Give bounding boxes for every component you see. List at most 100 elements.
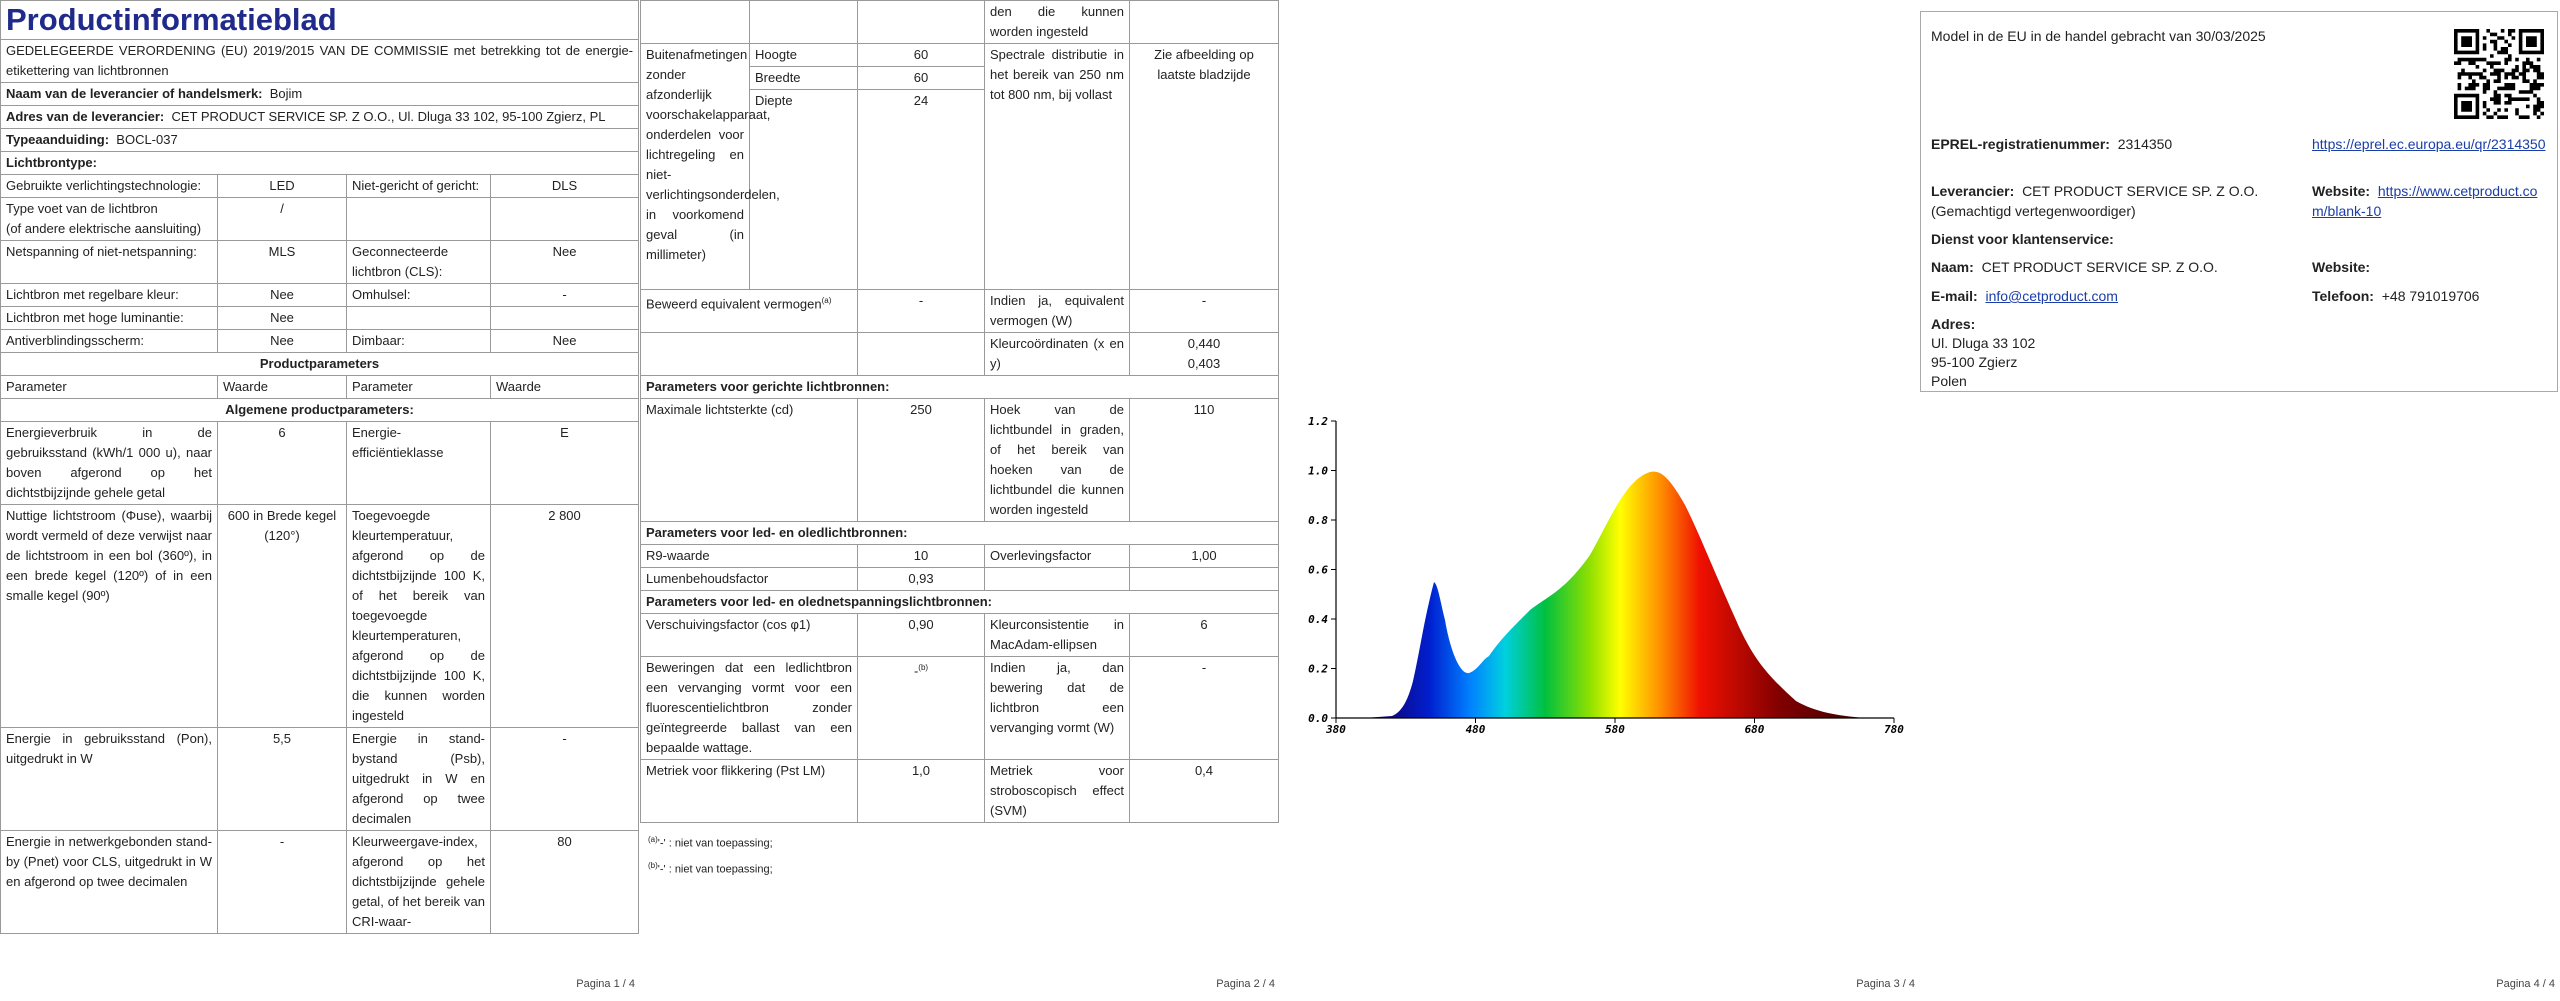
service-name: Naam: CET PRODUCT SERVICE SP. Z O.O. [1931,257,2218,277]
email-link[interactable]: info@cetproduct.com [1985,288,2118,304]
eprel-link[interactable]: https://eprel.ec.europa.eu/qr/2314350 [2312,136,2546,152]
x-tick-label: 380 [1325,723,1346,736]
footnote-mark: (b) [648,860,658,870]
mains-rows: Verschuivingsfactor (cos φ1) 0,90 Kleurcon… [640,613,1279,823]
value: Zie afbeelding op laatste bladzijde [1129,43,1279,290]
label: Lichtbron met hoge luminantie: [0,306,218,330]
section-heading: Algemene productparameters: [0,398,640,422]
value: MLS [217,240,347,284]
value: - [489,727,640,831]
row: Lumenbehoudsfactor 0,93 [640,567,1279,591]
label: Lichtbron met regelbare kleur: [0,283,218,307]
value: Nee [489,240,640,284]
value: 1,00 [1129,544,1279,568]
value: 5,5 [217,727,347,831]
dimension-name: Diepte [749,89,858,290]
sheet-table: Productinformatieblad GEDELEGEERDE VEROR… [0,0,640,934]
page-footer: Pagina 2 / 4 [1216,978,1275,990]
value: Nee [217,283,347,307]
y-tick-label: 0.6 [1308,564,1328,577]
x-tick-label: 680 [1745,723,1765,736]
note-mark: (a) [821,296,832,305]
label: Maximale lichtsterkte (cd) [640,398,858,522]
value: 2314350 [2117,136,2173,152]
footnote-text: '-' : niet van toepassing; [657,837,773,850]
value: 0,440 0,403 [1129,332,1279,376]
label: Typeaanduiding: [6,132,110,147]
contact-box: Model in de EU in de handel gebracht van… [1920,11,2558,392]
label: Beweerd equivalent vermogen(a) [640,289,858,333]
label: E-mail: [1931,288,1978,304]
y-tick-label: 0.8 [1308,514,1328,527]
label: Kleurcoördinaten (x en y) [984,332,1130,376]
label: Niet-gericht of gericht: [346,174,491,198]
value: Bojim [269,86,303,101]
label: Indien ja, dan bewering dat de lichtbron… [984,656,1130,760]
value: CET PRODUCT SERVICE SP. Z O.O. (Gemachti… [1931,183,2259,219]
service-phone: Telefoon: +48 791019706 [2312,286,2479,306]
page-footer: Pagina 1 / 4 [576,978,635,990]
service-website-label: Website: [2312,259,2371,275]
qr-pattern [2454,29,2544,119]
address: Ul. Dluga 33 102 95-100 Zgierz Polen [1931,334,2035,391]
value: 6 [1129,613,1279,657]
y-tick-label: 1.2 [1308,415,1328,428]
row: Lichtbron met hoge luminantie: Nee [0,306,640,330]
value: Nee [217,329,347,353]
label-text: Beweerd equivalent vermogen [646,296,822,312]
label: Adres van de leverancier: [6,109,165,124]
row: Gebruikte verlichtingstechnologie: LED Nie… [0,174,640,198]
label: Energie in netwerkgebonden stand-by (Pne… [0,830,218,934]
label: Omhulsel: [346,283,491,307]
value: 2 800 [489,504,640,728]
sheet-table-continued: den die kunnen worden ingesteld Buitenaf… [640,0,1279,823]
general-rows: Energieverbruik in de gebruiksstand (kWh… [0,421,640,934]
address-label: Adres: [1931,316,1976,332]
value: 0,90 [857,613,985,657]
value [1129,567,1279,591]
qr-code [2454,29,2544,119]
x-tick-label: 580 [1605,723,1625,736]
value-text: 0,90 [908,617,934,632]
led-rows: R9-waarde 10 Overlevingsfactor 1,00 Lumenbeh… [640,544,1279,591]
value: 250 [857,398,985,522]
page-2: den die kunnen worden ingesteld Buitenaf… [640,0,1280,950]
row: Metriek voor flikkering (Pst LM) 1,0 Metri… [640,759,1279,823]
x-tick-label: 780 [1884,723,1904,736]
value: 10 [857,544,985,568]
label: Netspanning of niet-netspanning: [0,240,218,284]
label: Metriek voor flikkering (Pst LM) [640,759,858,823]
y-tick-label: 0.4 [1308,613,1328,626]
page-footer: Pagina 4 / 4 [2496,978,2555,990]
footnote: (b)'-' : niet van toepassing; [648,855,1280,881]
light-source-rows: Gebruikte verlichtingstechnologie: LED Nie… [0,174,640,353]
value-text: 10 [913,548,929,563]
y-tick-label: 0.0 [1308,712,1328,725]
value: CET PRODUCT SERVICE SP. Z O.O., Ul. Dlug… [171,109,606,124]
row: Verschuivingsfactor (cos φ1) 0,90 Kleurcon… [640,613,1279,657]
page-1: Productinformatieblad GEDELEGEERDE VEROR… [0,0,640,950]
supplier: Leverancier: CET PRODUCT SERVICE SP. Z O… [1931,181,2301,221]
eprel: EPREL-registratienummer: 2314350 [1931,134,2172,154]
label: Hoek van de lichtbundel in graden, of he… [984,398,1130,522]
value: LED [217,174,347,198]
model: Typeaanduiding: BOCL-037 [0,128,640,152]
column-header: Parameter [346,375,491,399]
placed-on-market: Model in de EU in de handel gebracht van… [1931,28,2266,44]
label: Spectrale distributie in het bereik van … [984,43,1130,290]
value: - [1129,289,1279,333]
row: Lichtbron met regelbare kleur: Nee Omhulse… [0,283,640,307]
value: 80 [489,830,640,934]
coordinate: 0,440 [1187,336,1221,351]
label: Antiverblindingsscherm: [0,329,218,353]
title: Productinformatieblad [0,0,640,40]
value: E [489,421,640,505]
value: / [217,197,347,241]
website-link[interactable]: https://www.cetproduct.com/blank-10 [2312,183,2538,219]
section-heading: Parameters voor gerichte lichtbronnen: [640,375,1279,399]
supplier: Naam van de leverancier of handelsmerk: … [0,82,640,106]
note-mark: (b) [918,663,929,672]
value: Nee [217,306,347,330]
footnotes: (a)'-' : niet van toepassing; (b)'-' : ni… [640,829,1280,880]
